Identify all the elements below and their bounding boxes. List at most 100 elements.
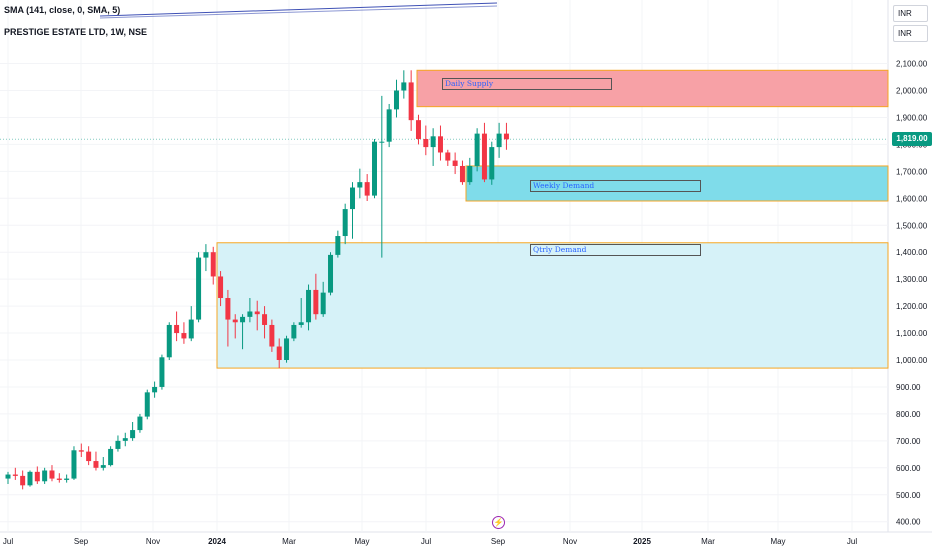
symbol-title[interactable]: PRESTIGE ESTATE LTD, 1W, NSE <box>4 27 148 37</box>
zone-rects <box>216 69 889 369</box>
candle-body <box>430 136 436 148</box>
candle-body <box>328 254 334 293</box>
candle-body <box>203 252 209 258</box>
indicator-legend[interactable]: SMA (141, close, 0, SMA, 5) <box>4 5 121 15</box>
time-axis[interactable]: Jul Sep Nov 2024 Mar May Jul Sep Nov 2025 Mar May Ju… <box>3 537 857 546</box>
x-tick-label: Sep <box>74 537 89 546</box>
candle-body <box>93 461 99 468</box>
x-tick-label: Mar <box>701 537 715 546</box>
candle-body <box>415 120 421 140</box>
candle-body <box>335 236 341 255</box>
candle-body <box>503 133 509 140</box>
candle-body <box>49 470 55 479</box>
candle-body <box>115 440 121 449</box>
price-axis[interactable]: 400.00 500.00 600.00 700.00 800.00 900.00 1,00… <box>896 60 928 527</box>
candle-body <box>42 470 48 482</box>
candle-body <box>159 357 165 387</box>
candle-body <box>357 182 363 188</box>
candle-body <box>445 152 451 161</box>
candle-body <box>137 416 143 431</box>
y-tick-label: 2,000.00 <box>896 87 928 96</box>
y-tick-label: 1,600.00 <box>896 194 928 203</box>
candle-body <box>225 298 231 320</box>
candle-body <box>247 311 253 317</box>
candle-body <box>320 292 326 315</box>
candle-body <box>459 165 465 183</box>
x-tick-label: Jul <box>3 537 13 546</box>
candle-body <box>210 252 216 277</box>
candle-body <box>64 478 70 480</box>
sma-line-path <box>99 5 498 19</box>
candle-body <box>269 324 275 347</box>
candle-body <box>78 450 84 452</box>
y-tick-label: 1,700.00 <box>896 167 928 176</box>
candle-body <box>232 319 238 323</box>
y-tick-label: 900.00 <box>896 383 921 392</box>
currency-button-top[interactable]: INR <box>893 5 928 22</box>
candle-body <box>284 338 290 360</box>
candle-body <box>174 324 180 334</box>
y-tick-label: 1,100.00 <box>896 329 928 338</box>
candle-body <box>181 333 187 339</box>
candle-body <box>34 471 40 482</box>
y-tick-label: 1,900.00 <box>896 113 928 122</box>
candle-body <box>467 165 473 183</box>
weekly-demand-zone <box>465 165 889 202</box>
y-tick-label: 500.00 <box>896 491 921 500</box>
candle-body <box>291 324 297 339</box>
x-tick-label: Jul <box>847 537 857 546</box>
qtrly-demand-label[interactable]: Qtrly Demand <box>530 244 701 256</box>
candle-body <box>20 475 26 486</box>
candle-body <box>218 276 224 299</box>
candle-body <box>408 82 414 121</box>
y-tick-label: 700.00 <box>896 437 921 446</box>
candle-body <box>350 187 356 210</box>
y-tick-label: 600.00 <box>896 464 921 473</box>
candle-body <box>254 311 260 315</box>
candle-body <box>313 289 319 315</box>
candles-group <box>5 70 509 490</box>
x-tick-label: Nov <box>563 537 577 546</box>
candle-body <box>276 346 282 360</box>
candle-body <box>100 465 106 468</box>
lightning-icon[interactable]: ⚡ <box>492 516 505 529</box>
candle-body <box>386 109 392 142</box>
x-tick-label: Jul <box>421 537 431 546</box>
candle-body <box>452 160 458 166</box>
x-tick-label: Nov <box>146 537 160 546</box>
weekly-demand-label[interactable]: Weekly Demand <box>530 180 701 192</box>
x-tick-label: Mar <box>282 537 296 546</box>
candle-body <box>393 90 399 110</box>
y-tick-label: 1,000.00 <box>896 356 928 365</box>
y-tick-label: 1,300.00 <box>896 275 928 284</box>
candle-body <box>496 133 502 148</box>
daily-supply-label[interactable]: Daily Supply <box>442 78 612 90</box>
currency-button[interactable]: INR <box>893 25 928 42</box>
candle-body <box>86 451 92 462</box>
candle-body <box>130 430 136 439</box>
x-tick-label: May <box>770 537 785 546</box>
candle-body <box>379 141 385 143</box>
candle-body <box>481 133 487 180</box>
y-tick-label: 2,100.00 <box>896 60 928 69</box>
candle-body <box>401 82 407 91</box>
sma-line-path <box>99 2 498 17</box>
candle-body <box>437 136 443 153</box>
candle-body <box>108 448 114 466</box>
y-tick-label: 800.00 <box>896 410 921 419</box>
x-tick-label: 2025 <box>633 537 651 546</box>
x-tick-label: May <box>354 537 369 546</box>
y-tick-label: 1,200.00 <box>896 302 928 311</box>
candle-body <box>306 289 312 323</box>
candle-body <box>262 314 268 325</box>
y-tick-label: 1,500.00 <box>896 221 928 230</box>
candle-body <box>71 450 77 479</box>
last-price-tag: 1,819.00 <box>892 132 932 147</box>
sma-line <box>99 2 498 19</box>
candle-body <box>27 471 33 486</box>
candle-body <box>298 322 304 325</box>
candle-body <box>474 133 480 166</box>
candle-body <box>342 209 348 237</box>
